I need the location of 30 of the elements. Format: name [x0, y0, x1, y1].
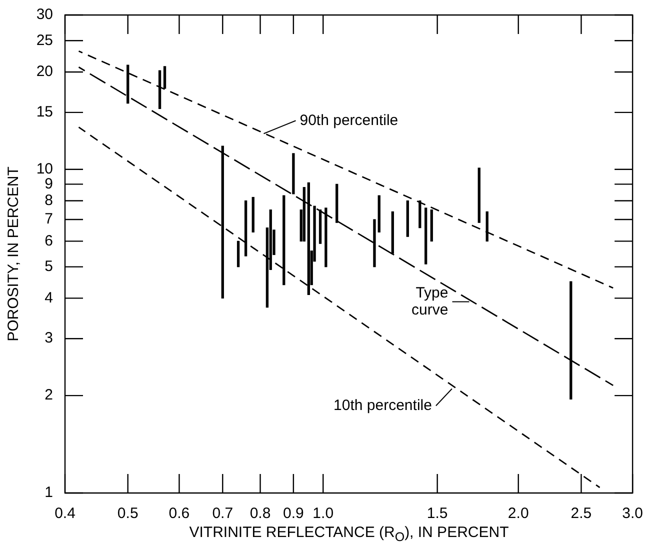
y-tick-label: 9: [44, 175, 53, 192]
x-tick-label: 0.9: [283, 505, 304, 522]
annotation: Type curve: [412, 284, 448, 318]
x-tick-label: 0.6: [168, 505, 190, 522]
y-tick-label: 15: [36, 104, 53, 121]
annotation: 90th percentile: [300, 112, 398, 129]
y-tick-label: 2: [44, 386, 53, 404]
x-tick-label: 0.4: [54, 505, 76, 522]
x-tick-label: 1.5: [426, 505, 448, 522]
y-tick-label: 10: [36, 160, 53, 178]
x-tick-label: 2.0: [508, 505, 529, 522]
y-tick-label: 4: [44, 289, 53, 306]
y-tick-label: 6: [44, 232, 53, 250]
annotation: 10th percentile: [334, 396, 432, 414]
x-tick-label: 2.5: [570, 505, 592, 522]
y-tick-label: 8: [44, 192, 53, 209]
x-tick-label: 0.5: [117, 505, 138, 522]
y-tick-label: 5: [44, 258, 53, 275]
y-tick-label: 30: [36, 6, 53, 24]
x-tick-label: 3.0: [622, 505, 644, 522]
y-tick-label: 7: [44, 210, 53, 228]
x-axis-title: VITRINITE REFLECTANCE (R$_{O}$), IN PERCENT: [188, 523, 510, 546]
y-tick-label: 1: [44, 484, 53, 502]
x-tick-label: 1.0: [312, 505, 334, 522]
y-axis-title: POROSITY, IN PERCENT: [4, 166, 23, 344]
x-tick-label: 0.7: [212, 505, 234, 522]
y-tick-label: 20: [36, 63, 53, 80]
x-tick-label: 0.8: [250, 505, 271, 522]
y-tick-label: 3: [44, 330, 53, 347]
y-tick-label: 25: [36, 32, 53, 49]
